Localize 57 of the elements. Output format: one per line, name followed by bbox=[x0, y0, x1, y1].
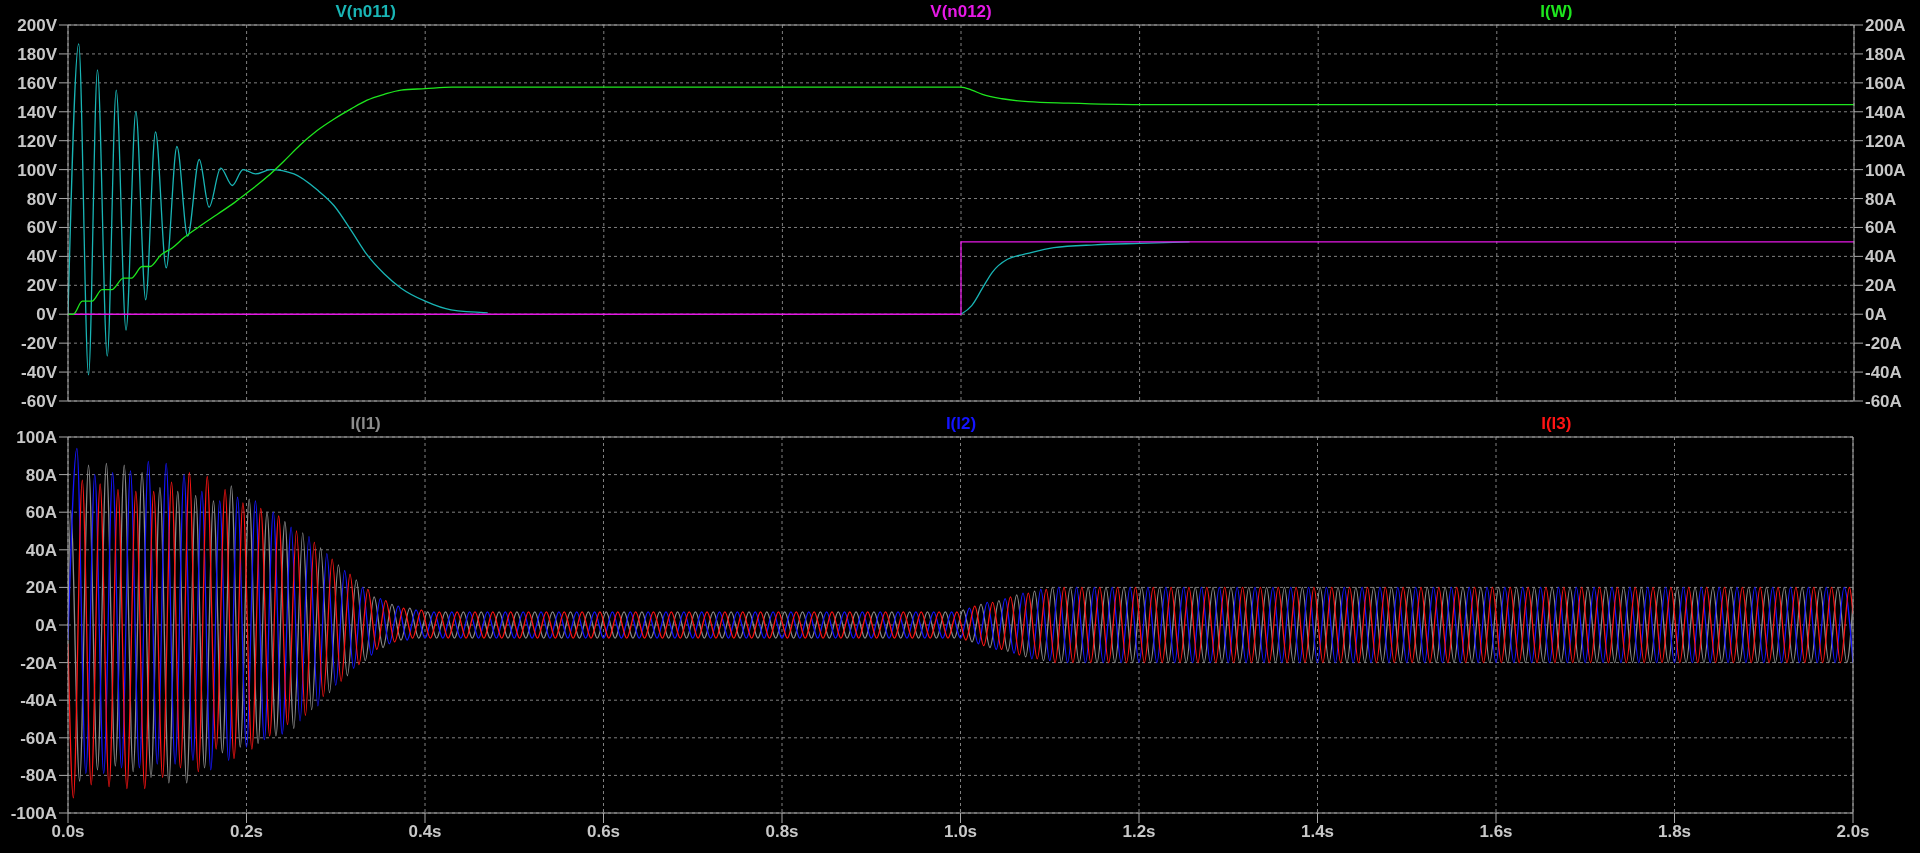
y-tick-label: 100A bbox=[16, 428, 57, 448]
x-tick-label: 1.6s bbox=[1479, 822, 1513, 842]
y-tick-label: -40V bbox=[21, 363, 58, 383]
y-tick-label: -20V bbox=[21, 334, 58, 354]
x-tick-label: 0.0s bbox=[51, 822, 85, 842]
y-tick-label: -100A bbox=[10, 804, 57, 824]
text: I(l1) bbox=[350, 414, 381, 434]
x-tick-label: 1.2s bbox=[1122, 822, 1156, 842]
y-tick-label: -80A bbox=[20, 766, 57, 786]
y-tick-label: 180V bbox=[17, 44, 58, 64]
x-tick-label: 0.6s bbox=[586, 822, 621, 842]
y-tick-label: 20V bbox=[26, 276, 58, 296]
text: I(l3) bbox=[1541, 414, 1572, 434]
x-tick-label: 0.4s bbox=[408, 822, 442, 842]
y2-tick-label: 60A bbox=[1865, 218, 1897, 238]
y-tick-label: 20A bbox=[25, 578, 57, 598]
y-tick-label: 80A bbox=[25, 465, 57, 485]
y-tick-label: 100V bbox=[17, 160, 58, 180]
x-tick-label: 0.2s bbox=[229, 822, 264, 842]
line-series bbox=[68, 86, 1854, 315]
y-tick-label: -60A bbox=[20, 728, 57, 748]
y2-tick-label: 0A bbox=[1865, 305, 1887, 325]
y-tick-label: 0A bbox=[35, 616, 57, 636]
y-tick-label: -40A bbox=[20, 691, 57, 711]
x-tick-label: 0.8s bbox=[765, 822, 799, 842]
x-tick-label: 2.0s bbox=[1836, 822, 1870, 842]
y2-tick-label: 40A bbox=[1865, 247, 1897, 267]
y-tick-label: 0V bbox=[36, 305, 58, 325]
y-tick-label: -60V bbox=[21, 392, 58, 412]
y2-tick-label: -60A bbox=[1865, 392, 1902, 412]
y-tick-label: -20A bbox=[20, 653, 57, 673]
y-tick-label: 200V bbox=[17, 16, 58, 36]
y-tick-label: 140V bbox=[17, 102, 58, 122]
y2-tick-label: 100A bbox=[1865, 160, 1906, 180]
x-tick-label: 1.4s bbox=[1300, 822, 1335, 842]
y2-tick-label: 160A bbox=[1865, 73, 1906, 93]
y-tick-label: 40A bbox=[25, 540, 57, 560]
y-tick-label: 60V bbox=[26, 218, 58, 238]
y2-tick-label: 200A bbox=[1865, 16, 1906, 36]
y-tick-label: 160V bbox=[17, 73, 58, 93]
y-tick-label: 40V bbox=[26, 247, 58, 267]
y2-tick-label: -40A bbox=[1865, 363, 1902, 383]
y2-tick-label: -20A bbox=[1865, 334, 1902, 354]
y-tick-label: 120V bbox=[17, 131, 58, 151]
y2-tick-label: 140A bbox=[1865, 102, 1906, 122]
x-tick-label: 1.0s bbox=[943, 822, 978, 842]
text: V(n011) bbox=[335, 2, 396, 22]
y2-tick-label: 20A bbox=[1865, 276, 1897, 296]
y-tick-label: 80V bbox=[26, 189, 58, 209]
text: I(W) bbox=[1540, 2, 1573, 22]
text: I(l2) bbox=[945, 414, 977, 434]
y2-tick-label: 80A bbox=[1865, 189, 1897, 209]
text: V(n012) bbox=[930, 2, 992, 22]
y-tick-label: 60A bbox=[25, 503, 57, 523]
y2-tick-label: 180A bbox=[1865, 44, 1906, 64]
y2-tick-label: 120A bbox=[1865, 131, 1906, 151]
x-tick-label: 1.8s bbox=[1657, 822, 1692, 842]
